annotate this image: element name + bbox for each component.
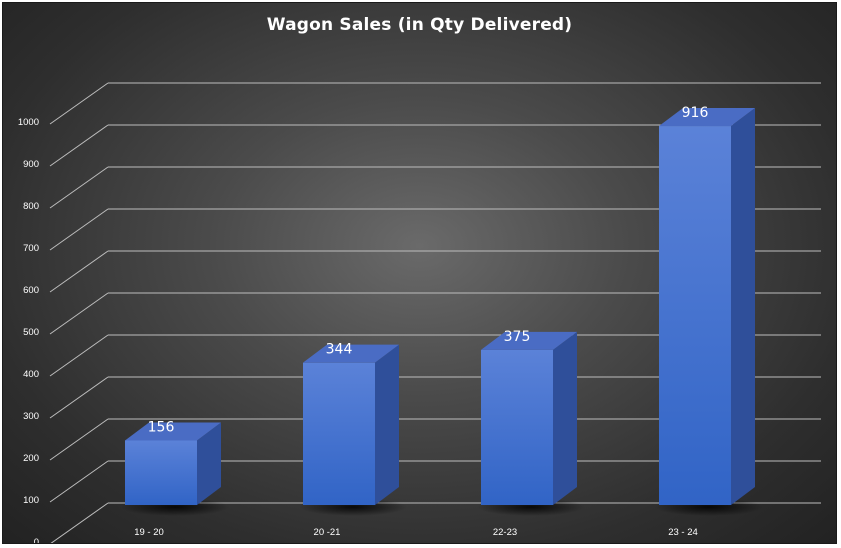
bar-2: 344 [299,342,407,516]
data-label: 916 [682,105,709,121]
y-tick-label: 300 [23,411,39,422]
bar-1: 156 [121,419,229,516]
y-tick-label: 200 [23,453,39,464]
bar-top [659,108,755,127]
bar-side [553,331,577,505]
y-tick-label: 100 [23,495,39,506]
x-category-label: 19 - 20 [134,527,164,538]
bars: 156 344 375 916 [121,105,763,516]
bar-top [481,331,577,350]
gridline-diagonal [49,124,109,167]
gridline-diagonal [49,460,109,503]
x-category-label: 23 - 24 [668,527,698,538]
bar-side [375,344,399,505]
data-label: 375 [504,329,531,345]
bar-top [125,422,221,441]
x-axis-labels: 19 - 20 20 -21 22-23 23 - 24 [134,527,698,538]
y-tick-label: 800 [23,201,39,212]
x-category-label: 20 -21 [314,527,341,538]
gridline-diagonal [49,418,109,461]
x-category-label: 22-23 [493,527,517,538]
y-tick-label: 500 [23,327,39,338]
bar-side [731,108,755,506]
y-axis-ticks: 0 100 200 300 400 500 600 700 800 900 1000 [18,117,39,544]
bar-side [197,422,221,505]
bar-4: 916 [655,105,763,516]
y-tick-label: 400 [23,369,39,380]
y-tick-label: 600 [23,285,39,296]
chart-title: Wagon Sales (in Qty Delivered) [266,15,573,35]
bar-3: 375 [477,329,585,516]
bar-front [303,362,375,505]
gridline-diagonal [49,166,109,209]
bar-front [481,349,553,505]
gridline-diagonal [49,376,109,419]
gridline-diagonal [49,334,109,377]
plot-area: 0 100 200 300 400 500 600 700 800 900 1000 156 344 3… [18,82,821,544]
y-tick-label: 700 [23,243,39,254]
bar-top [303,344,399,363]
y-tick-label: 900 [23,159,39,170]
data-label: 156 [148,419,175,435]
gridline-diagonal [49,208,109,251]
gridline-diagonal [49,292,109,335]
y-tick-label: 1000 [18,117,39,128]
y-tick-label: 0 [34,537,39,544]
gridline-diagonal [50,502,109,543]
gridline-diagonal [49,82,109,125]
bar-front [659,126,731,506]
gridline-diagonal [49,250,109,293]
bar-front [125,440,197,505]
data-label: 344 [326,342,353,358]
